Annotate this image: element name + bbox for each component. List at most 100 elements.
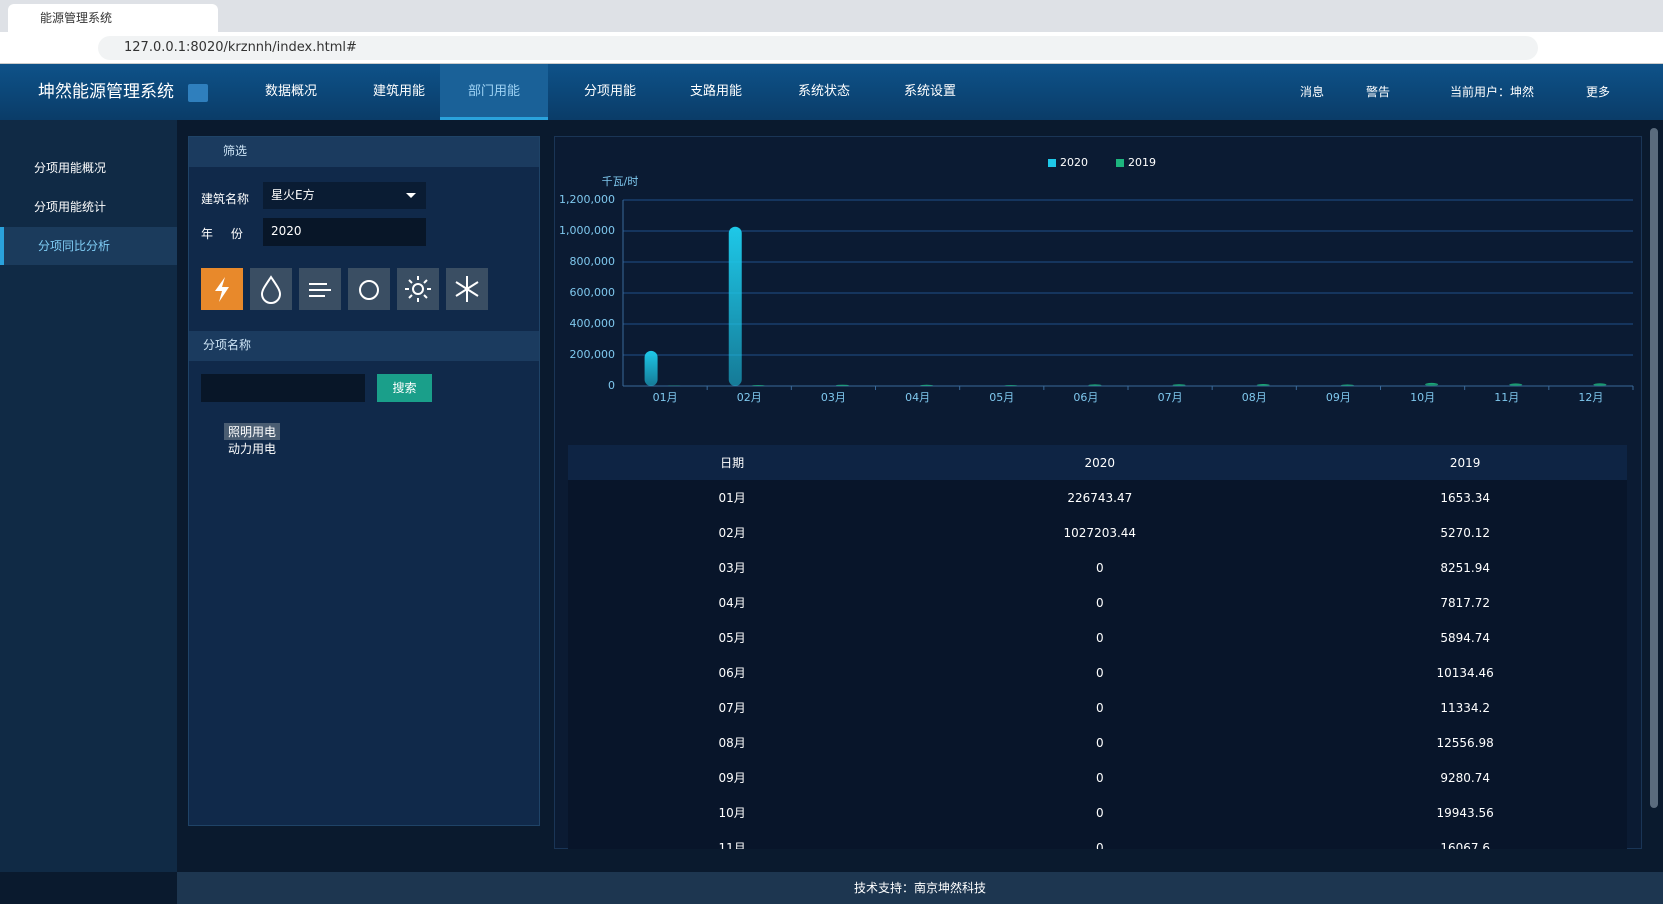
x-tick-label: 04月 [905,391,930,404]
sidebar-item[interactable]: 分项用能概况 [34,161,107,175]
air-button[interactable] [299,268,341,310]
bar [1340,384,1354,386]
search-button[interactable]: 搜索 [377,374,432,402]
nav-item[interactable]: 数据概况 [264,84,317,99]
sidebar-item[interactable]: 分项同比分析 [0,227,177,265]
gas-button[interactable] [348,268,390,310]
app-title: 坤然能源管理系统 [38,82,174,102]
header-row: 日期 2020 2019 [568,445,1627,480]
cell: 0 [1095,560,1104,575]
cell: 0 [1095,665,1104,680]
icon [215,277,229,302]
cell: 0 [1095,630,1104,645]
sidebar-item[interactable]: 分项用能统计 [34,200,107,214]
nav-item[interactable]: 系统状态 [797,84,850,99]
cell: 226743.47 [1067,490,1133,505]
search-input[interactable] [201,374,365,402]
water-button[interactable] [250,268,292,310]
x-tick-label: 02月 [737,391,762,404]
y-tick-label: 1,000,000 [559,224,615,237]
header-action[interactable]: 更多 [1586,85,1611,99]
x-tick-label: 07月 [1158,391,1183,404]
cell: 0 [1095,840,1104,850]
cell: 5270.12 [1440,525,1490,540]
bar [1425,382,1439,386]
nav-item[interactable]: 分项用能 [583,84,636,99]
item-title: 分项名称 [189,331,539,361]
bar [751,385,765,386]
header-action[interactable]: 消息 [1300,85,1325,99]
x-tick-label: 10月 [1410,391,1435,404]
cell: 19943.56 [1436,805,1494,820]
x-tick-label: 08月 [1242,391,1267,404]
icon [359,280,379,300]
app-header: 坤然能源管理系统 [0,64,1663,120]
x-tick-label: 12月 [1578,391,1603,404]
cool-button[interactable] [446,268,488,310]
table-row: 03月 0 8251.94 [568,550,1627,585]
bar [1004,385,1018,386]
tree-node[interactable]: 动力用电 [228,442,277,456]
cell: 5894.74 [1440,630,1490,645]
nav-item[interactable]: 支路用能 [689,84,742,99]
y-tick-label: 200,000 [570,348,616,361]
table-row: 02月 1027203.44 5270.12 [568,515,1627,550]
nav-item[interactable]: 建筑用能 [372,84,425,99]
year-value: 2020 [271,224,302,238]
x-tick-label: 05月 [989,391,1014,404]
nav-item[interactable]: 部门用能 [440,64,548,120]
icon [455,276,479,302]
table-row: 10月 0 19943.56 [568,795,1627,830]
icon [260,275,282,304]
cell: 11334.2 [1440,700,1490,715]
y-tick-label: 0 [608,379,615,392]
legend-label: 2019 [1128,156,1156,169]
scrollbar[interactable] [1650,128,1658,808]
column-header: 2019 [1303,445,1627,480]
tab-title: 能源管理系统 [40,11,113,25]
cell: 1027203.44 [1063,525,1137,540]
bar [1088,384,1102,386]
url: 127.0.0.1:8020/krznnh/index.html# [124,40,357,55]
cell: 0 [1095,595,1104,610]
x-tick-label: 06月 [1073,391,1098,404]
bar [644,350,658,386]
y-tick-label: 600,000 [570,286,616,299]
y-tick-label: 1,200,000 [559,193,615,206]
table: 日期 2020 2019 01月 226743.47 1653.34 02月 1027203.… [568,445,1627,849]
bar [835,384,849,386]
icon [309,283,331,297]
x-tick-label: 03月 [821,391,846,404]
table-row: 07月 0 11334.2 [568,690,1627,725]
cell: 12556.98 [1436,735,1494,750]
cell: 7817.72 [1440,595,1490,610]
cell: 07月 [718,701,746,715]
cell: 0 [1095,805,1104,820]
table-row: 11月 0 16067.6 [568,830,1627,850]
electric-button[interactable] [201,268,243,310]
nav-item[interactable]: 系统设置 [903,84,956,99]
heat-button[interactable] [397,268,439,310]
year-label: 年 份 [201,227,243,241]
y-tick-label: 800,000 [570,255,616,268]
table-row: 05月 0 5894.74 [568,620,1627,655]
tree-node[interactable]: 照明用电 [224,423,281,440]
header-action[interactable]: 当前用户：坤然 [1450,85,1535,99]
browser-tab[interactable]: 能源管理系统 [8,4,218,32]
cell: 06月 [718,666,746,680]
cell: 10月 [718,806,746,820]
legend-swatch [1048,159,1056,167]
header-action[interactable]: 警告 [1366,85,1391,99]
building-select[interactable]: 星火E方 [263,182,426,209]
bar [1509,383,1523,386]
cell: 16067.6 [1440,840,1490,850]
cell: 0 [1095,770,1104,785]
menu-toggle[interactable] [188,84,208,102]
x-tick-label: 01月 [653,391,678,404]
data-table: 日期 2020 2019 01月 226743.47 1653.34 02月 1027203.… [568,445,1627,849]
year-input[interactable]: 2020 [263,218,426,246]
url-box[interactable]: 127.0.0.1:8020/krznnh/index.html# [98,36,1538,60]
x-tick-label: 09月 [1326,391,1351,404]
legend-label: 2020 [1060,156,1088,169]
